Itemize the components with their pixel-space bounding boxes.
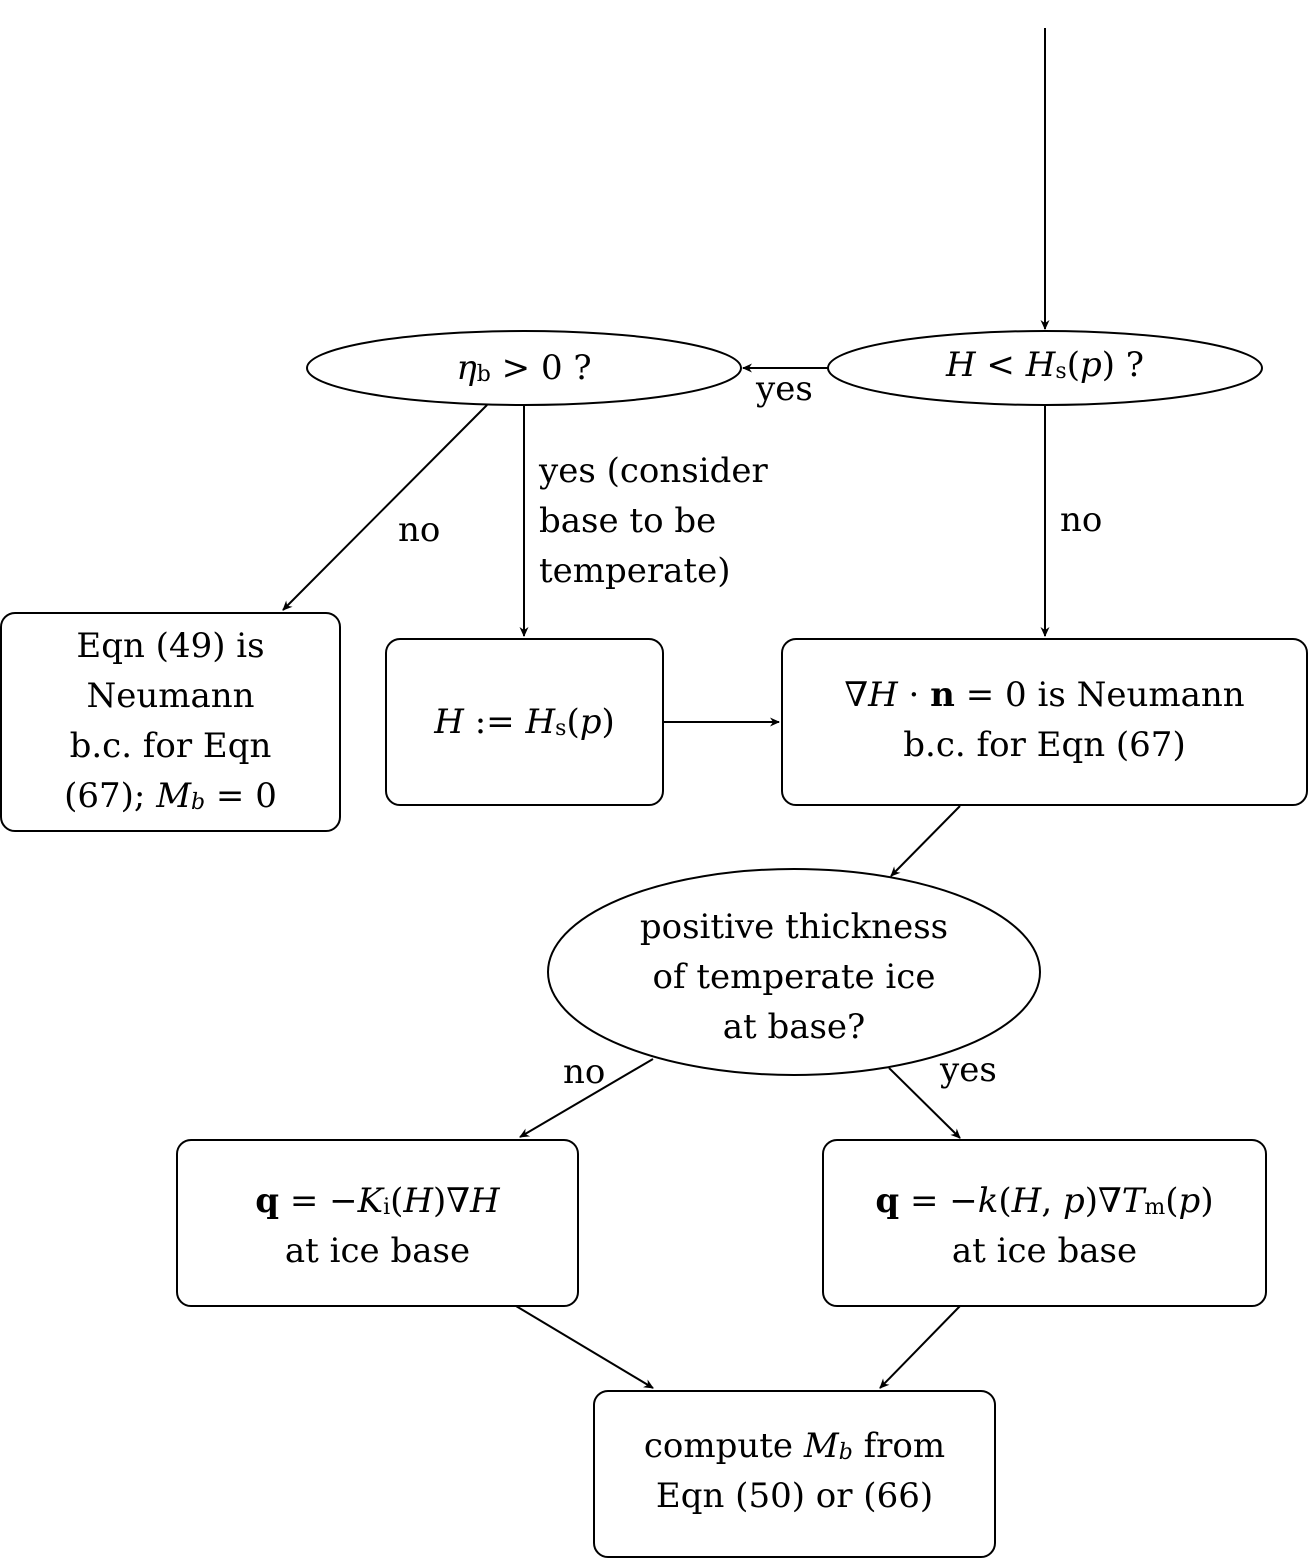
box-neumann-49-line-1: Eqn (49) is xyxy=(76,626,265,666)
math-segment: H xyxy=(1011,1181,1042,1221)
math-segment: K xyxy=(357,1181,384,1221)
box-q-ki-text: q = −Ki(H)∇H at ice base xyxy=(177,1176,578,1276)
box-compute-mb-text: compute Mb from Eqn (50) or (66) xyxy=(594,1421,995,1521)
decision-eta-b-text: ηb > 0 ? xyxy=(324,343,724,393)
edge-grad-to-temperate xyxy=(890,805,961,877)
math-segment: ∇ xyxy=(844,675,869,715)
math-segment: )∇ xyxy=(433,1181,471,1221)
math-segment: p xyxy=(579,702,602,742)
edge-label-yes-consider-line-1: yes (consider xyxy=(539,451,768,491)
math-segment: H xyxy=(1025,345,1056,385)
box-neumann-49-text: Eqn (49) is Neumann b.c. for Eqn (67); M… xyxy=(1,621,340,821)
math-segment: T xyxy=(1121,1181,1145,1221)
math-segment: H xyxy=(470,1181,500,1221)
decision-h-lt-hs-text: H < Hs(p) ? xyxy=(845,340,1245,390)
edge-label-yes-to-eta: yes xyxy=(756,369,813,409)
math-segment: = 0 xyxy=(205,776,277,816)
math-segment: ( xyxy=(998,1181,1012,1221)
math-segment: ( xyxy=(1165,1181,1179,1221)
box-neumann-49-shape xyxy=(0,612,341,832)
edge-no-temperate xyxy=(519,1058,654,1138)
edge-no-eta xyxy=(282,404,488,611)
math-segment: b xyxy=(476,362,491,387)
math-segment: · xyxy=(897,675,931,715)
edge-label-yes-temperate: yes xyxy=(940,1050,997,1090)
edge-yes-temperate xyxy=(888,1067,961,1139)
edge-label-yes-consider-line-2: base to be xyxy=(539,501,717,541)
math-segment: H xyxy=(525,702,556,742)
box-q-ki-line-2: at ice base xyxy=(284,1231,471,1271)
math-segment: M xyxy=(156,776,192,816)
box-q-k-shape xyxy=(822,1139,1267,1307)
box-neumann-49-line-2: Neumann xyxy=(86,676,255,716)
math-segment: k xyxy=(977,1181,999,1221)
math-segment: )∇ xyxy=(1084,1181,1122,1221)
decision-temperate-line-3: at base? xyxy=(722,1007,866,1047)
edge-label-no-temperate: no xyxy=(563,1052,606,1092)
box-q-k-line-1: q = −k(H, p)∇Tm(p) xyxy=(823,1176,1266,1226)
math-segment: η xyxy=(456,348,477,388)
box-q-ki-shape xyxy=(176,1139,579,1307)
math-segment: from xyxy=(852,1426,946,1466)
math-segment: H xyxy=(434,702,464,742)
math-segment: = − xyxy=(899,1181,978,1221)
math-segment: m xyxy=(1144,1195,1166,1220)
math-segment: n xyxy=(930,675,955,715)
edge-qk-to-compute xyxy=(879,1305,961,1389)
edge-label-yes-consider: yes (consider base to be temperate) xyxy=(539,446,768,596)
math-segment: p xyxy=(1062,1181,1085,1221)
math-segment: ) xyxy=(601,702,615,742)
decision-temperate-line-2: of temperate ice xyxy=(652,957,936,997)
box-compute-mb-shape xyxy=(593,1390,996,1558)
math-segment: = − xyxy=(279,1181,358,1221)
math-segment: s xyxy=(555,716,567,741)
box-grad-neumann-shape xyxy=(781,638,1308,806)
math-segment: p xyxy=(1178,1181,1201,1221)
box-grad-neumann-line-2: b.c. for Eqn (67) xyxy=(903,725,1186,765)
box-q-k-line-2: at ice base xyxy=(951,1231,1138,1271)
box-h-assign-text: H := Hs(p) xyxy=(386,697,663,747)
math-segment: compute xyxy=(643,1426,804,1466)
math-segment: p xyxy=(1079,345,1102,385)
math-segment: , xyxy=(1041,1181,1063,1221)
math-segment: b xyxy=(838,1440,853,1465)
math-segment: ( xyxy=(1066,345,1080,385)
math-segment: < xyxy=(975,345,1026,385)
edge-label-yes-consider-line-3: temperate) xyxy=(539,551,731,591)
math-segment: i xyxy=(383,1195,391,1220)
math-segment: H xyxy=(868,675,898,715)
math-segment: := xyxy=(463,702,526,742)
box-grad-neumann-line-1: ∇H · n = 0 is Neumann xyxy=(782,670,1307,720)
decision-temperate-text: positive thickness of temperate ice at b… xyxy=(594,902,994,1052)
math-segment: ) xyxy=(1200,1181,1214,1221)
math-segment: s xyxy=(1055,359,1067,384)
math-segment: ( xyxy=(390,1181,404,1221)
math-segment: H xyxy=(403,1181,434,1221)
math-segment: M xyxy=(803,1426,839,1466)
box-q-ki-line-1: q = −Ki(H)∇H xyxy=(177,1176,578,1226)
math-segment: H xyxy=(945,345,976,385)
math-segment: (67); xyxy=(64,776,157,816)
math-segment: > 0 ? xyxy=(490,348,592,388)
box-neumann-49-line-4: (67); Mb = 0 xyxy=(1,771,340,821)
box-compute-mb-line-2: Eqn (50) or (66) xyxy=(655,1476,934,1516)
edge-qki-to-compute xyxy=(515,1305,654,1389)
math-segment: ) ? xyxy=(1101,345,1145,385)
math-segment: q xyxy=(255,1181,280,1221)
box-q-k-text: q = −k(H, p)∇Tm(p) at ice base xyxy=(823,1176,1266,1276)
math-segment: b xyxy=(191,790,206,815)
box-neumann-49-line-3: b.c. for Eqn xyxy=(69,726,272,766)
math-segment: q xyxy=(875,1181,900,1221)
math-segment: ( xyxy=(566,702,580,742)
decision-temperate-shape xyxy=(547,868,1041,1076)
math-segment: = 0 is Neumann xyxy=(954,675,1245,715)
edge-label-no-h: no xyxy=(1060,500,1103,540)
box-compute-mb-line-1: compute Mb from xyxy=(594,1421,995,1471)
decision-temperate-line-1: positive thickness xyxy=(639,907,949,947)
box-grad-neumann-text: ∇H · n = 0 is Neumann b.c. for Eqn (67) xyxy=(782,670,1307,770)
edge-label-no-eta: no xyxy=(398,510,441,550)
